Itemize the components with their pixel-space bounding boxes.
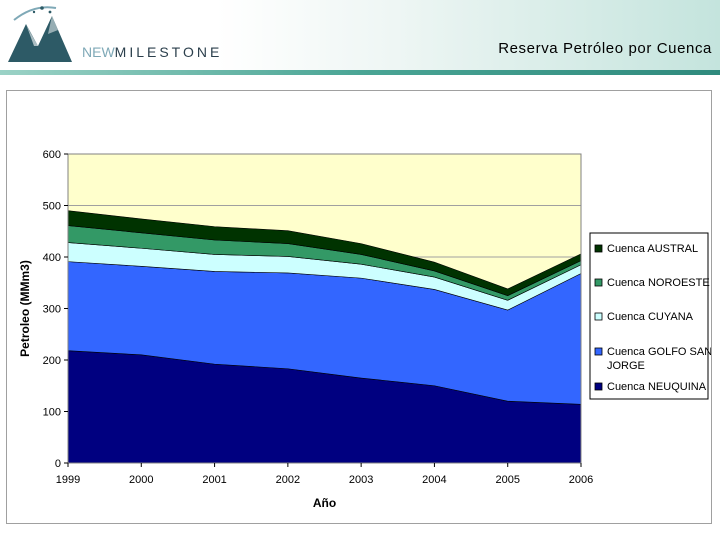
legend-label: Cuenca CUYANA	[607, 311, 694, 323]
header-divider	[0, 70, 720, 75]
legend-label: Cuenca NEUQUINA	[607, 381, 707, 393]
brand-wordmark: NEWMILESTONE	[82, 44, 222, 64]
axes: 0 100 200 300 400 500 600 1999 2000 2001 2002 2003 2…	[43, 149, 594, 486]
legend-swatch	[594, 312, 603, 321]
y-tick-label: 400	[43, 252, 61, 264]
legend-label: Cuenca NOROESTE	[607, 277, 710, 289]
brand-prefix: NEW	[82, 44, 115, 60]
x-tick-label: 2003	[349, 474, 373, 486]
legend-swatch	[594, 347, 603, 356]
y-axis-title: Petroleo (MMm3)	[18, 260, 32, 357]
new-milestone-logo	[8, 6, 72, 62]
y-tick-label: 0	[55, 458, 61, 470]
series-areas	[67, 210, 582, 464]
stacked-area-chart: 0 100 200 300 400 500 600 1999 2000 2001 2002 2003 2…	[18, 149, 711, 510]
y-tick-label: 500	[43, 201, 61, 213]
y-tick-label: 300	[43, 304, 61, 316]
x-tick-label: 2002	[276, 474, 300, 486]
slide-header: NEWMILESTONE Reserva Petróleo por Cuenca	[0, 0, 720, 72]
legend-swatch	[594, 382, 603, 391]
x-tick-label: 2005	[495, 474, 519, 486]
legend-label: Cuenca GOLFO SAN JORGE	[607, 346, 711, 372]
x-tick-label: 2000	[129, 474, 153, 486]
legend-box	[589, 232, 709, 400]
legend-swatch	[594, 244, 603, 253]
y-tick-label: 600	[43, 149, 61, 161]
legend-swatch	[594, 278, 603, 287]
x-tick-label: 2004	[422, 474, 446, 486]
x-tick-label: 2006	[569, 474, 593, 486]
x-tick-label: 2001	[202, 474, 226, 486]
slide-title: Reserva Petróleo por Cuenca	[498, 40, 712, 57]
legend-label: Cuenca AUSTRAL	[607, 243, 698, 255]
x-axis-title: Año	[313, 496, 336, 510]
y-tick-label: 100	[43, 407, 61, 419]
x-tick-label: 1999	[56, 474, 80, 486]
chart-frame: 0 100 200 300 400 500 600 1999 2000 2001 2002 2003 2…	[6, 90, 712, 524]
y-tick-label: 200	[43, 355, 61, 367]
brand-name: MILESTONE	[114, 44, 223, 60]
legend: Cuenca AUSTRAL Cuenca NOROESTE Cuenca CUYA…	[589, 232, 711, 400]
